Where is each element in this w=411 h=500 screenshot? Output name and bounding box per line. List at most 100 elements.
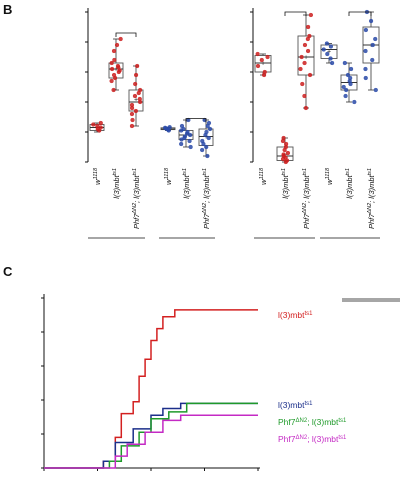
data-point <box>341 84 346 90</box>
data-point <box>109 60 114 66</box>
data-point <box>363 27 368 33</box>
category-label-base: Phf7 <box>367 213 376 229</box>
data-point <box>306 24 311 30</box>
data-point <box>118 36 123 42</box>
category-label-sup2: ts1 <box>302 168 308 175</box>
data-point <box>321 47 326 52</box>
legend-label-base2: ; l(3)mbt <box>307 434 339 444</box>
data-point <box>300 81 305 87</box>
data-point <box>187 138 192 144</box>
data-point <box>303 105 309 111</box>
data-point <box>204 129 209 135</box>
data-point <box>368 18 374 24</box>
category-label-sup: ts1 <box>182 168 188 175</box>
category-label-base: Phf7 <box>132 213 141 229</box>
category-label-base: w <box>93 179 102 185</box>
data-point <box>91 122 96 127</box>
data-point <box>207 126 213 132</box>
legend-label-sup2: ts1 <box>338 435 347 441</box>
legend-label-base: l(3)mbt <box>278 400 305 410</box>
category-label-base: w <box>259 179 268 185</box>
data-point <box>179 141 184 147</box>
data-point <box>98 120 103 126</box>
category-label-base: Phf7 <box>202 213 211 229</box>
significance-bracket <box>348 11 372 16</box>
mean-marker: + <box>304 55 308 62</box>
legend-label-sup: ΔN2 <box>296 418 308 424</box>
data-point <box>112 57 117 63</box>
data-point <box>200 138 205 144</box>
data-point <box>135 63 140 69</box>
data-point <box>182 134 187 139</box>
significance-bracket <box>185 118 207 123</box>
mean-marker: + <box>134 97 138 104</box>
data-point <box>285 150 291 156</box>
data-point <box>200 147 205 153</box>
legend-label: l(3)mbtts1 <box>278 310 313 320</box>
data-point <box>255 51 260 57</box>
category-label-sup: 1118 <box>325 167 331 179</box>
category-label: w1118 <box>325 167 334 185</box>
data-point <box>373 87 378 93</box>
category-label-sup: 1118 <box>93 167 99 179</box>
legend-label-base: Phf7 <box>278 417 296 427</box>
chart-cb-bl: +w1118+l(3)mbtts1+Phf7ΔN2; l(3)mbtts1+w1… <box>250 8 380 239</box>
series-line <box>44 402 258 469</box>
data-point <box>179 123 185 129</box>
mean-marker: + <box>114 67 118 74</box>
category-label-base: w <box>325 179 334 185</box>
data-point <box>255 63 261 69</box>
data-point <box>185 129 190 135</box>
category-label-base: l(3)mbt <box>112 174 121 198</box>
data-point <box>129 123 135 129</box>
category-label: w1118 <box>164 167 173 185</box>
category-label-base: Phf7 <box>302 213 311 229</box>
data-point <box>363 48 368 54</box>
category-label-base2: ; l(3)mbt <box>302 174 311 202</box>
legend-label-sup: ΔN2 <box>296 435 308 441</box>
category-label-sup2: ts1 <box>132 168 138 175</box>
data-point <box>138 87 143 93</box>
data-point <box>281 152 286 157</box>
data-point <box>307 72 313 78</box>
data-point <box>328 44 333 49</box>
significance-bracket <box>115 32 137 37</box>
legend-label-base2: ; l(3)mbt <box>307 417 339 427</box>
data-point <box>370 57 375 63</box>
category-label-base: l(3)mbt <box>345 174 354 198</box>
data-point <box>109 78 114 84</box>
significance-bracket <box>284 11 307 16</box>
category-label: Phf7ΔN2; l(3)mbtts1 <box>132 168 141 229</box>
data-point <box>95 123 100 129</box>
category-label-base2: ; l(3)mbt <box>367 174 376 202</box>
data-point <box>129 102 135 108</box>
mean-marker: + <box>204 134 208 141</box>
panel-label-b: B <box>3 2 12 17</box>
category-label-sup: ΔN2 <box>367 203 373 215</box>
category-label: l(3)mbtts1 <box>345 168 354 199</box>
legend-label-sup: ts1 <box>304 401 313 407</box>
data-point <box>363 75 368 81</box>
legend-label-base: Phf7 <box>278 434 296 444</box>
category-label-base: l(3)mbt <box>281 174 290 198</box>
series-line <box>44 309 258 469</box>
data-point <box>328 56 333 61</box>
data-point <box>262 69 267 75</box>
data-point <box>308 12 313 18</box>
panel-label-c: C <box>3 264 13 279</box>
data-point <box>167 125 172 130</box>
data-point <box>206 120 212 126</box>
category-label: w1118 <box>259 167 268 185</box>
data-point <box>259 57 264 63</box>
data-point <box>363 66 368 72</box>
category-label-sup: ts1 <box>112 168 118 175</box>
data-point <box>370 42 375 48</box>
legend-label-sup: ts1 <box>304 311 313 317</box>
category-label: l(3)mbtts1 <box>182 168 191 199</box>
legend-label-sup2: ts1 <box>338 418 347 424</box>
data-point <box>302 93 307 99</box>
data-point <box>305 48 311 54</box>
mean-marker: + <box>261 61 265 68</box>
